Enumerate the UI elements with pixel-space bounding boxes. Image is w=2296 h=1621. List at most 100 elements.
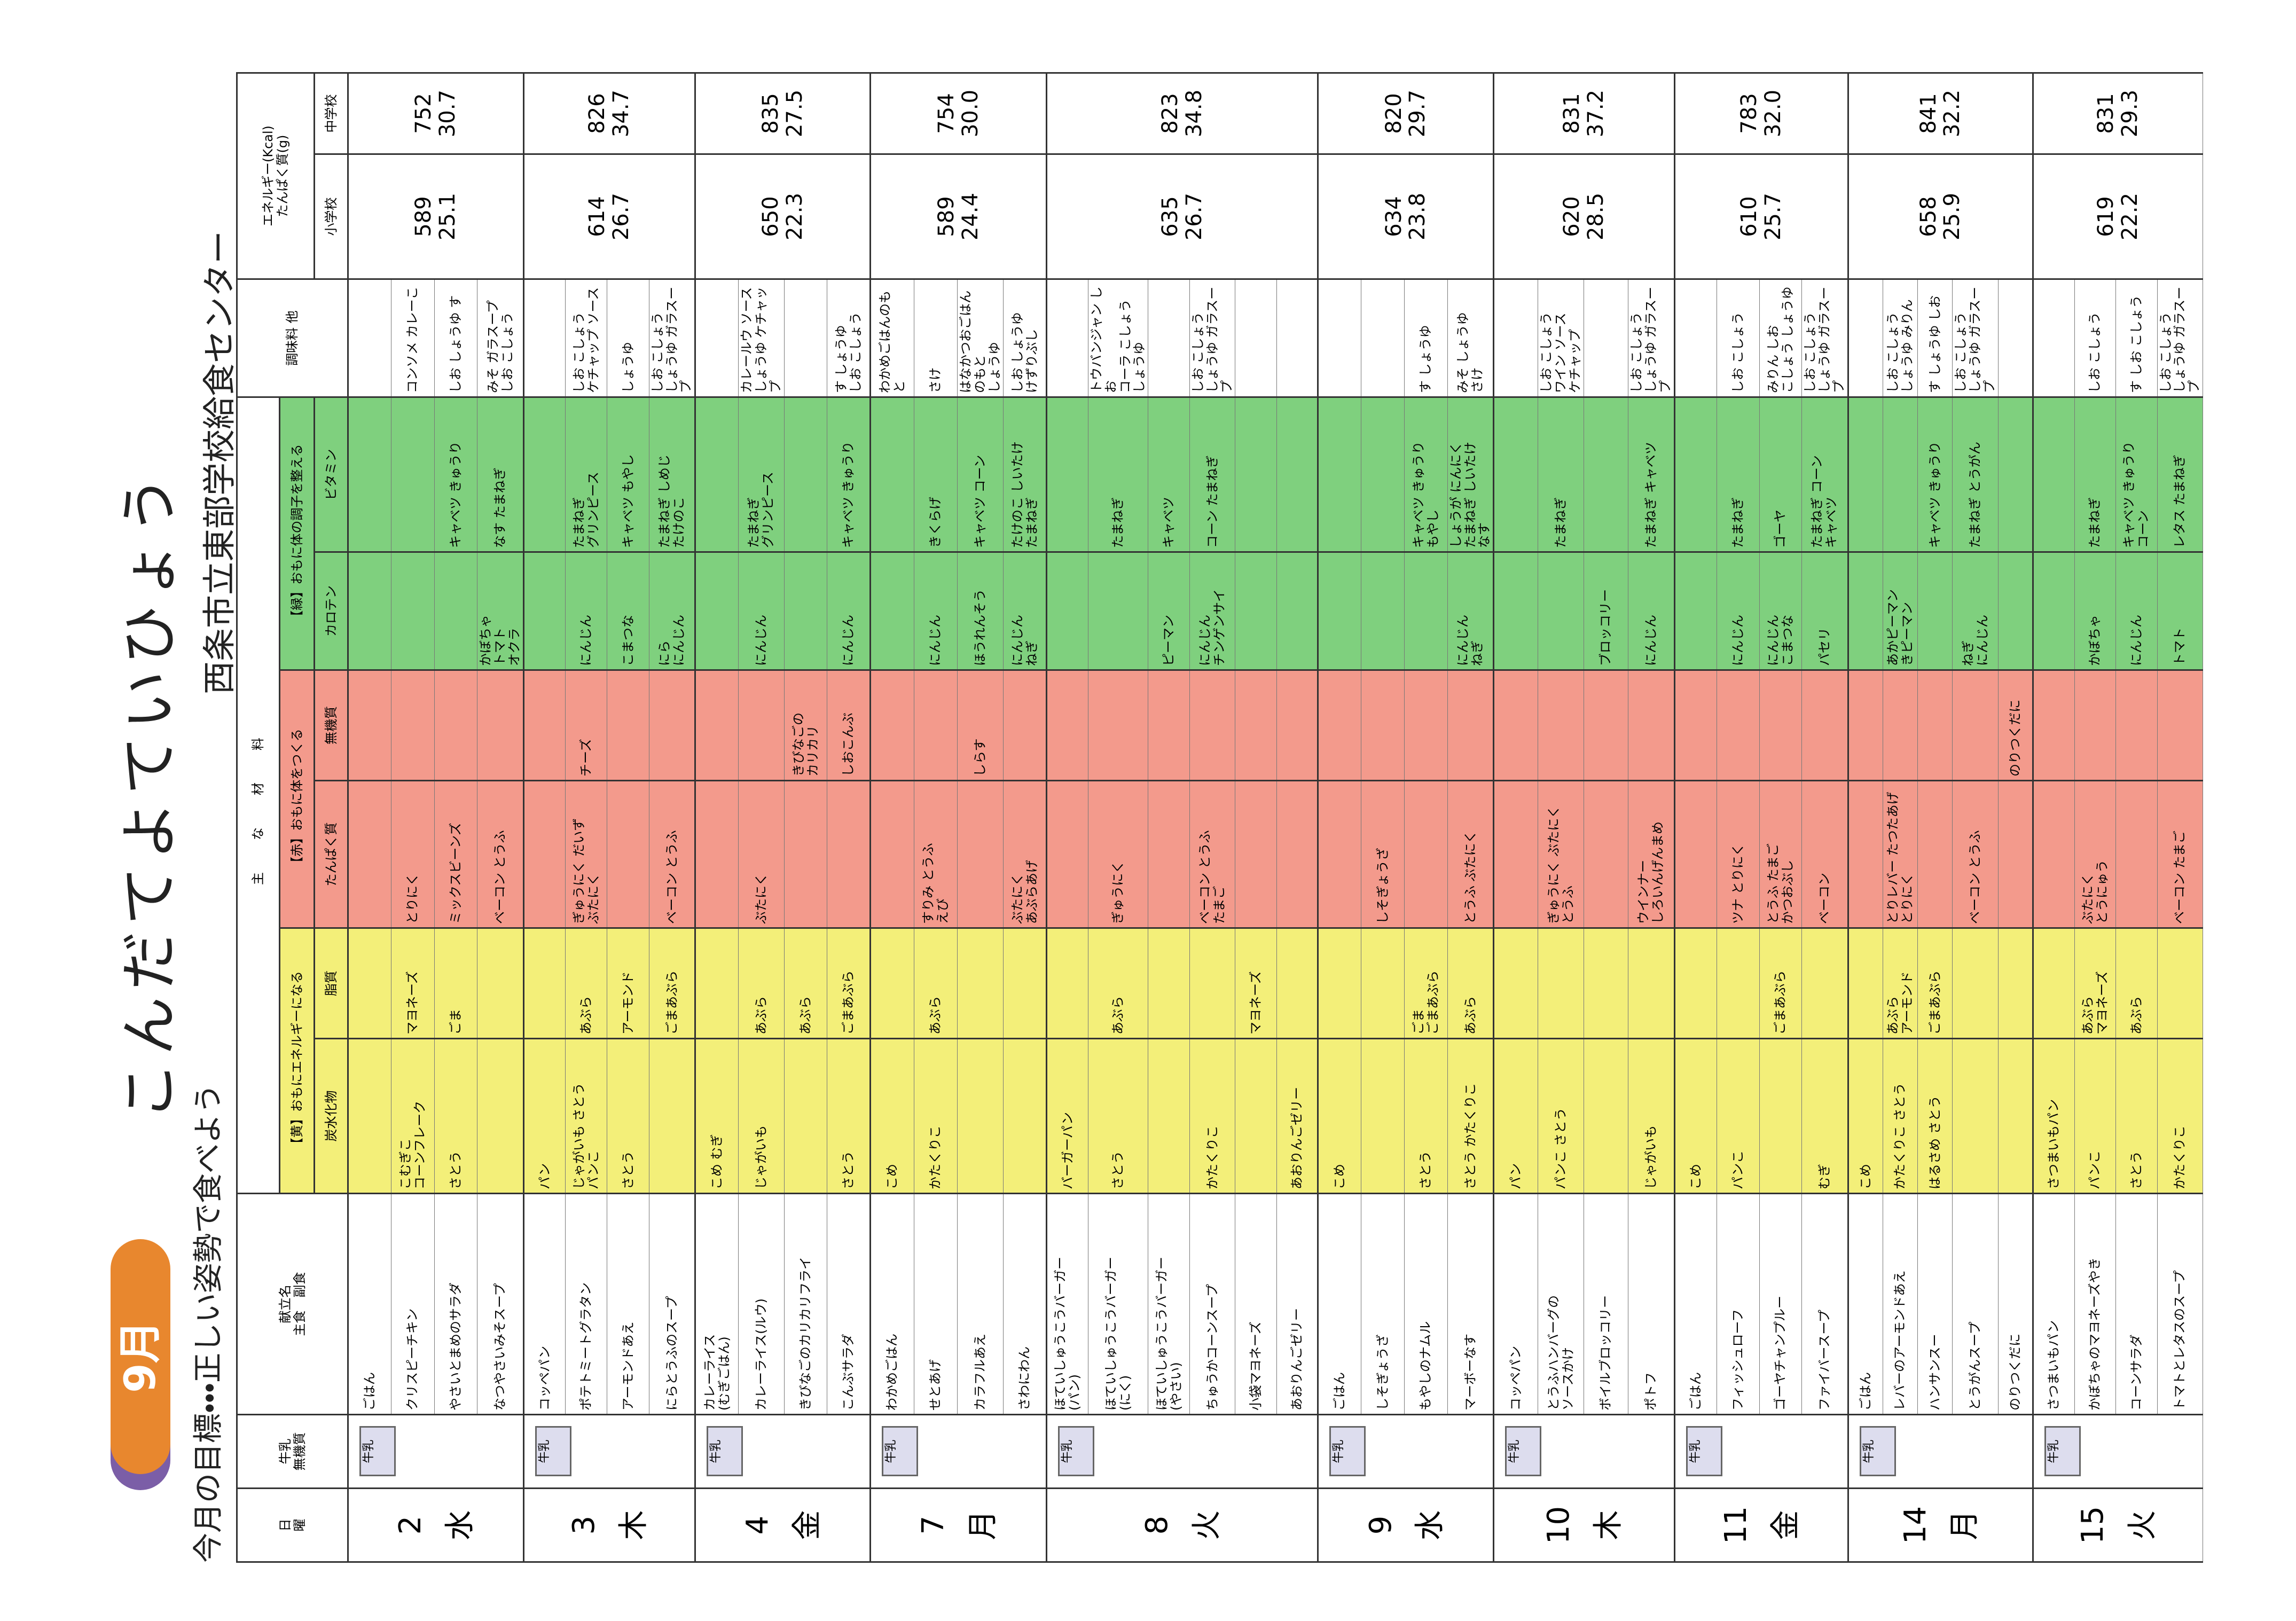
carotene-cell: ねぎ にんじん: [1952, 552, 1999, 670]
seasoning-cell: しお こしょう しょうゆ ガラスープ: [1189, 279, 1235, 397]
dish: ほていしゅうこうバーガー (にく): [1088, 1193, 1148, 1415]
carb-cell: パンこ: [1717, 1038, 1759, 1194]
item-row: ハンサンスー はるさめ さとう ごまあぶら キャベツ きゅうりす しょうゆ しお: [1917, 73, 1953, 1562]
item-row: こんぶサラダ さとう ごまあぶら しおこんぶ にんじん キャベツ きゅうりす しょうゆ し…: [827, 73, 871, 1562]
item-row: 小袋マヨネーズ マヨネーズ: [1235, 73, 1277, 1562]
carb-cell: バーガーパン: [1046, 1038, 1088, 1194]
item-row: のりつくだに のりつくだに: [1998, 73, 2033, 1562]
middle-energy: 752 30.7: [348, 73, 524, 154]
vitamin-cell: たまねぎ: [2074, 397, 2116, 552]
fat-cell: [1276, 928, 1318, 1039]
protein-cell: [1674, 780, 1717, 928]
fat-cell: ごまあぶら: [1917, 928, 1953, 1039]
milk-cell: 牛乳: [1493, 1414, 1674, 1489]
dish: もやしのナムル: [1404, 1193, 1448, 1415]
carotene-cell: [1493, 552, 1538, 670]
dish: ごはん: [1674, 1193, 1717, 1415]
carotene-cell: [1318, 552, 1361, 670]
vitamin-cell: たけのこ しいたけ たまねぎ: [1003, 397, 1047, 552]
weekday: 月: [1947, 1510, 1982, 1540]
protein-cell: ぎゅうにく: [1088, 780, 1148, 928]
seasoning-cell: みりん しお こしょう しょうゆ: [1759, 279, 1802, 397]
seasoning-cell: しお こしょう しょうゆ ガラスープ: [649, 279, 695, 397]
weekday: 月: [965, 1510, 1000, 1540]
date: 4: [740, 1515, 775, 1535]
label: 献立名: [277, 1285, 293, 1324]
dish: レバーのアーモンドあえ: [1883, 1193, 1918, 1415]
item-row: 10 木 牛乳 コッペパン パン 620 28.5 831 37.2: [1493, 73, 1674, 1562]
seasoning-cell: [348, 279, 391, 397]
middle-energy: 835 27.5: [695, 73, 871, 154]
dish: ハンサンスー: [1917, 1193, 1953, 1415]
mineral-cell: [2157, 670, 2203, 781]
seasoning-cell: しお しょうゆ けずりぶし: [1003, 279, 1047, 397]
mineral-cell: [1088, 670, 1148, 781]
carotene-cell: [1404, 552, 1448, 670]
fat-cell: ごまあぶら: [1759, 928, 1802, 1039]
carotene-cell: にんじん チンゲンサイ: [1189, 552, 1235, 670]
carotene-cell: [1998, 552, 2033, 670]
protein-cell: ベーコン たまご: [2157, 780, 2203, 928]
vitamin-cell: たまねぎ とうがん: [1952, 397, 1999, 552]
mineral-cell: [434, 670, 477, 781]
date-cell: 10 木: [1493, 1488, 1674, 1562]
carotene-cell: ピーマン: [1148, 552, 1190, 670]
mineral-cell: [477, 670, 524, 781]
seasoning-cell: しお こしょう: [1717, 279, 1759, 397]
seasoning-cell: す しょうゆ しお: [1917, 279, 1953, 397]
middle-energy: 783 32.0: [1674, 73, 1848, 154]
vitamin-cell: なす たまねぎ: [477, 397, 524, 552]
protein-cell: ミックスビーンズ: [434, 780, 477, 928]
ingredients-header: 主な材料: [237, 397, 280, 1194]
seasoning-cell: しお こしょう ワイン ソース ケチャップ: [1538, 279, 1584, 397]
mineral-cell: しおこんぶ: [827, 670, 871, 781]
protein-cell: [827, 780, 871, 928]
fat-cell: [1952, 928, 1999, 1039]
mineral-cell: [870, 670, 914, 781]
vitamin-cell: キャベツ コーン: [957, 397, 1004, 552]
elementary-energy: 650 22.3: [695, 154, 871, 279]
mineral-cell: しらす: [957, 670, 1004, 781]
weekday: 金: [1768, 1510, 1803, 1540]
fat-cell: ごまあぶら: [649, 928, 695, 1039]
day: 14 月牛乳 ごはん こめ 658 25.9 841 32.2 レバーのアーモンドあえ かたく…: [1848, 73, 2033, 1562]
green-header: 【緑】おもに体の調子を整える: [279, 397, 315, 670]
vitamin-cell: [1584, 397, 1628, 552]
middle-energy: 831 29.3: [2033, 73, 2203, 154]
vitamin-cell: キャベツ: [1148, 397, 1190, 552]
fat-cell: [1998, 928, 2033, 1039]
vitamin-cell: たまねぎ グリンピース: [738, 397, 785, 552]
mineral-cell: [1361, 670, 1405, 781]
fat-cell: あぶら: [784, 928, 827, 1039]
seasoning-cell: しお こしょう しょうゆ ガラスープ: [1952, 279, 1999, 397]
carotene-header: カロテン: [314, 552, 348, 670]
mineral-cell: [738, 670, 785, 781]
carb-cell: こめ: [870, 1038, 914, 1194]
middle-energy: 823 34.8: [1046, 73, 1318, 154]
date-cell: 11 金: [1674, 1488, 1848, 1562]
dish: ファイバースープ: [1801, 1193, 1848, 1415]
day: 2 水牛乳 ごはん 589 25.1 752 30.7 クリスピーチキン こむぎこ コーンフ…: [348, 73, 524, 1562]
dish: のりつくだに: [1998, 1193, 2033, 1415]
fat-header: 脂質: [314, 928, 348, 1039]
item-row: 2 水 牛乳 ごはん 589 25.1 752 30.7: [348, 73, 524, 1562]
milk-icon: 牛乳: [707, 1426, 743, 1477]
carotene-cell: かぼちゃ トマト オクラ: [477, 552, 524, 670]
seasoning-cell: [784, 279, 827, 397]
middle-energy: 841 32.2: [1848, 73, 2033, 154]
protein-cell: ツナ とりにく: [1717, 780, 1759, 928]
vitamin-cell: [1318, 397, 1361, 552]
carotene-cell: にんじん: [1628, 552, 1674, 670]
item-row: 7 月 牛乳 わかめごはん こめ わかめごはんのもと 589 24.4 754 30.0: [870, 73, 1047, 1562]
vitamin-cell: [784, 397, 827, 552]
mineral-cell: [1276, 670, 1318, 781]
item-row: にらとうふのスープ ごまあぶら ベーコン とうふ にら にんじん たまねぎ しめじ たけ…: [649, 73, 695, 1562]
seasoning-cell: はなかつおごはんのもと しょうゆ: [957, 279, 1004, 397]
vitamin-cell: たまねぎ: [1717, 397, 1759, 552]
vitamin-cell: [1998, 397, 2033, 552]
weekday: 木: [616, 1510, 652, 1540]
menu-table: 日曜 牛乳 無機質 献立名 主食 副食 主な材料 調味料 他 エネルギー(Kcal)…: [236, 72, 2203, 1563]
carb-cell: さとう: [1088, 1038, 1148, 1194]
carb-cell: [1003, 1038, 1047, 1194]
item-row: しそぎょうざ しそぎょうざ: [1361, 73, 1405, 1562]
